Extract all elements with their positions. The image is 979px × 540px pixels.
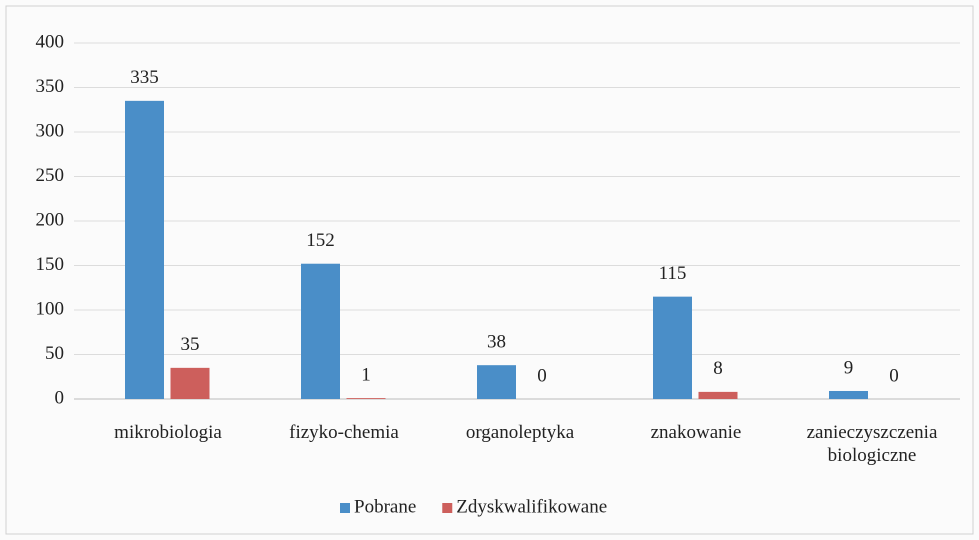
- data-label: 35: [181, 334, 200, 355]
- x-tick-label: mikrobiologia: [114, 422, 222, 443]
- data-label: 38: [487, 332, 506, 353]
- data-label: 0: [537, 365, 547, 386]
- bar: [477, 365, 516, 399]
- y-tick-label: 100: [36, 298, 65, 319]
- data-label: 115: [659, 263, 687, 284]
- bar: [346, 398, 386, 399]
- x-tick-label: organoleptyka: [465, 422, 575, 443]
- bar: [301, 263, 340, 399]
- legend-label: Pobrane: [354, 496, 416, 517]
- data-label: 1: [361, 364, 371, 385]
- y-tick-label: 350: [36, 76, 65, 97]
- data-label: 152: [306, 230, 335, 251]
- bar: [170, 367, 210, 399]
- bar: [653, 296, 692, 399]
- legend-swatch: [340, 503, 350, 513]
- y-tick-label: 200: [36, 209, 65, 230]
- bar: [698, 391, 738, 399]
- chart-frame: [5, 5, 974, 535]
- data-label: 9: [844, 357, 854, 378]
- x-tick-label: fizyko-chemia: [289, 422, 399, 443]
- data-label: 335: [130, 67, 159, 88]
- y-tick-label: 150: [36, 254, 65, 275]
- y-tick-label: 400: [36, 31, 65, 52]
- legend-swatch: [442, 503, 453, 513]
- bar: [829, 390, 868, 399]
- y-tick-label: 250: [36, 165, 65, 186]
- legend-label: Zdyskwalifikowane: [456, 496, 607, 517]
- x-tick-label: znakowanie: [650, 422, 742, 443]
- data-label: 0: [889, 365, 899, 386]
- y-tick-label: 50: [45, 343, 64, 364]
- y-tick-label: 300: [36, 120, 65, 141]
- x-tick-label: zanieczyszczenia biologiczne: [806, 422, 938, 466]
- y-tick-label: 0: [55, 387, 65, 408]
- data-label: 8: [713, 358, 723, 379]
- bar: [125, 100, 164, 399]
